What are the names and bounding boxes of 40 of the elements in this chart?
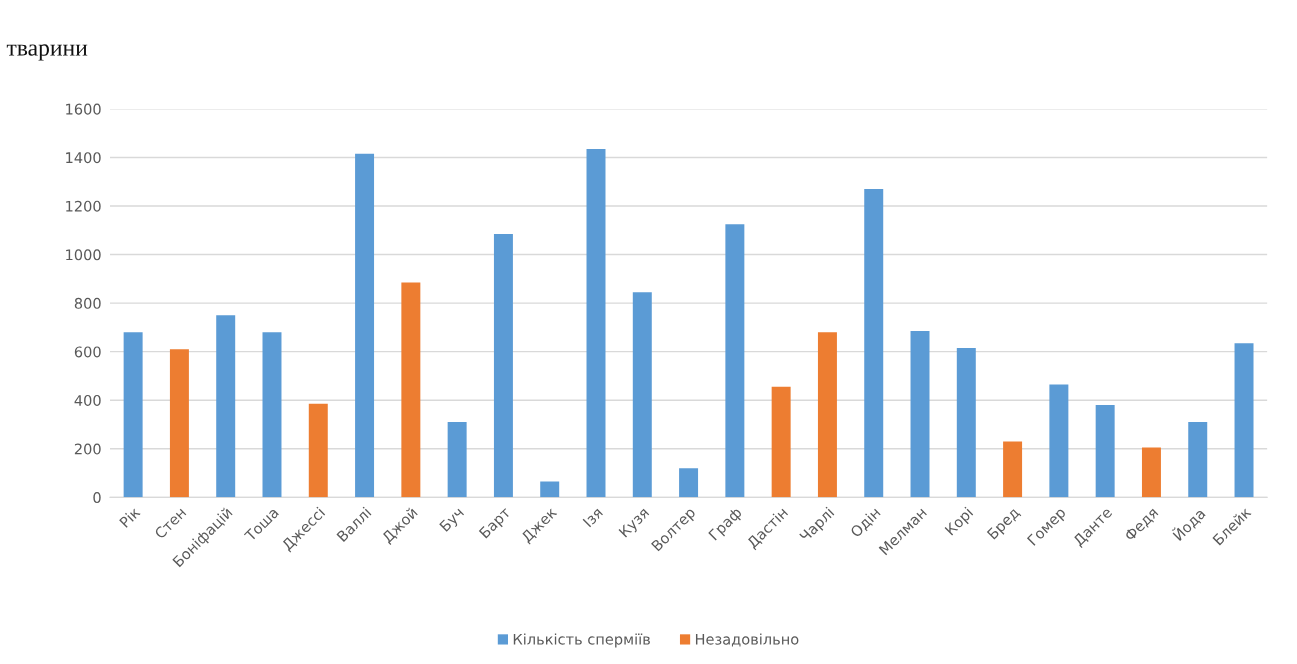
bar [632,292,652,498]
bar [447,422,467,498]
bar [679,468,699,498]
bar [1049,384,1069,498]
legend-label: Кількість сперміїв [513,633,650,648]
bar [910,331,930,498]
bar [1003,441,1023,498]
x-tick-label: Ізя [582,506,604,528]
bar [1095,405,1115,498]
bar [169,349,189,498]
bar [1141,447,1161,498]
bar [864,189,884,498]
bar [1234,343,1254,498]
bar [401,282,421,498]
x-tick-label: Буч [439,506,467,534]
bar [216,315,236,498]
bar [771,386,791,498]
bar [586,148,606,498]
chart-title: тварини [6,44,88,61]
y-tick-label: 1200 [66,200,101,212]
bar [725,224,745,498]
x-tick-label: Рік [118,506,141,528]
bar [1188,422,1208,498]
y-tick-label: 0 [93,492,101,504]
bar [355,153,375,498]
y-tick-label: 800 [74,297,101,309]
bar [262,332,282,498]
bar [123,332,143,498]
y-tick-label: 200 [74,443,101,455]
y-tick-label: 1400 [66,152,101,164]
y-tick-label: 1000 [66,249,101,261]
bar [956,348,976,498]
bar [817,332,837,498]
bar [493,233,513,498]
bar [308,403,328,498]
y-tick-label: 600 [74,346,101,358]
y-tick-label: 1600 [66,103,101,115]
bar [540,481,560,498]
y-tick-label: 400 [74,394,101,406]
legend-label: Незадовільно [695,633,799,647]
